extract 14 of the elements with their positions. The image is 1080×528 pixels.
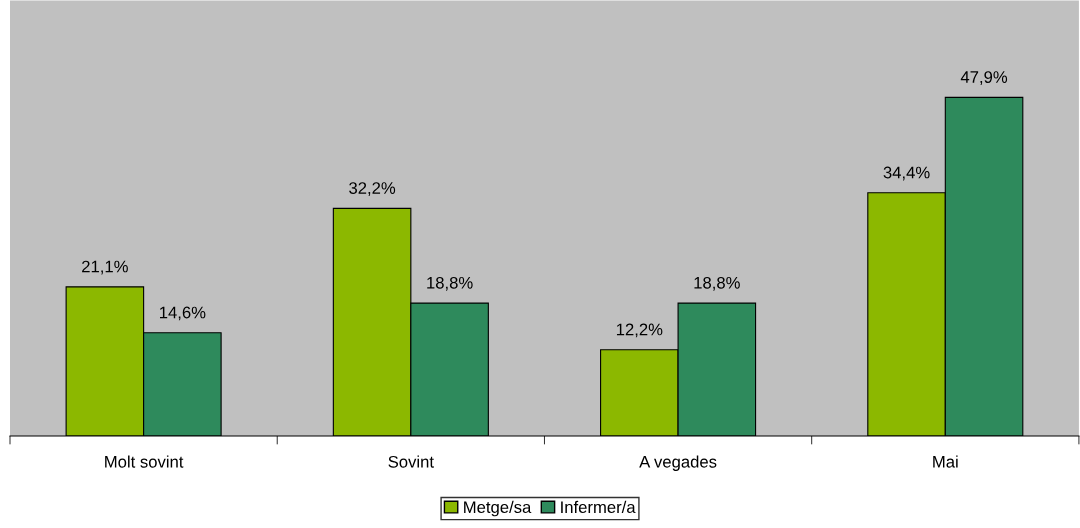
- data-label: 18,8%: [694, 276, 740, 291]
- legend-label: Infermer/a: [561, 500, 636, 514]
- legend-label: Metge/sa: [464, 500, 532, 517]
- data-label: 14,6%: [160, 306, 206, 321]
- data-label: 12,2%: [616, 323, 663, 338]
- data-label: 32,2%: [349, 182, 396, 196]
- x-tick-label: A vegades: [639, 455, 717, 471]
- data-label: 18,8%: [427, 276, 473, 291]
- data-label: 47,9%: [960, 71, 1008, 85]
- x-tick-label: Mai: [933, 455, 958, 468]
- data-label: 21,1%: [82, 260, 128, 275]
- x-tick-label: Molt sovint: [105, 455, 184, 468]
- data-label: 34,4%: [883, 166, 930, 181]
- x-tick-label: Sovint: [388, 455, 434, 468]
